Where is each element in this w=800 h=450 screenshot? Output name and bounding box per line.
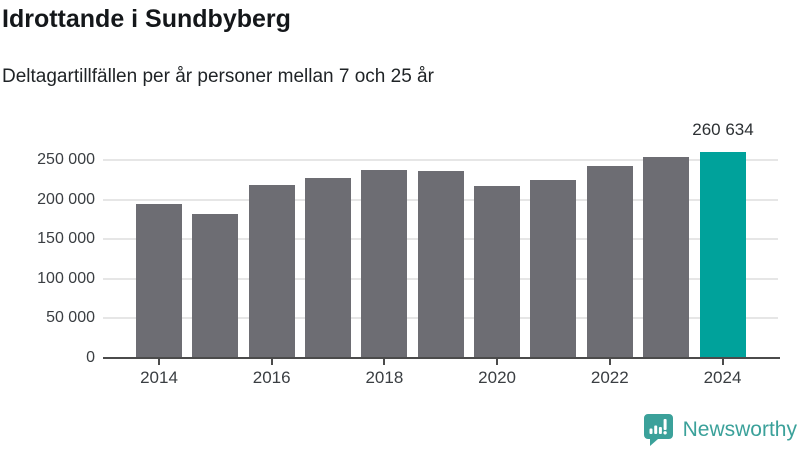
- bar-2023: [643, 156, 690, 358]
- x-tick: [383, 359, 386, 365]
- x-axis-line: [103, 357, 780, 359]
- bar-2019: [417, 171, 464, 358]
- x-tick: [496, 359, 499, 365]
- y-tick-label: 100 000: [37, 269, 95, 287]
- speech-bubble-bar-chart-icon: [643, 413, 674, 446]
- bar-2024: [699, 151, 746, 358]
- gridline: [103, 159, 778, 161]
- chart-title: Idrottande i Sundbyberg: [2, 5, 291, 33]
- x-tick: [270, 359, 273, 365]
- bar-2020: [474, 186, 521, 358]
- y-tick-label: 50 000: [46, 309, 95, 327]
- plot-area: [103, 150, 780, 358]
- chart-subtitle: Deltagartillfällen per år personer mella…: [2, 66, 434, 87]
- newsworthy-logo-text: Newsworthy: [682, 417, 797, 441]
- bar-2014: [136, 204, 182, 358]
- y-tick-label: 200 000: [37, 190, 95, 208]
- bar-2015: [192, 213, 239, 358]
- x-tick-label: 2016: [252, 368, 291, 387]
- bar-2016: [248, 184, 295, 358]
- bar-value-label: 260 634: [692, 120, 754, 139]
- newsworthy-logo[interactable]: Newsworthy: [643, 413, 797, 446]
- bar-2022: [586, 166, 633, 358]
- x-tick: [721, 359, 724, 365]
- x-tick-label: 2020: [478, 368, 516, 387]
- bar-2018: [361, 170, 408, 358]
- x-tick: [608, 359, 611, 365]
- bar-2017: [305, 178, 352, 358]
- x-tick-label: 2024: [703, 368, 742, 387]
- y-tick-label: 0: [86, 349, 95, 366]
- bar-2021: [530, 179, 577, 358]
- x-tick-label: 2022: [590, 368, 629, 387]
- x-tick: [158, 359, 160, 365]
- y-tick-label: 250 000: [37, 151, 95, 168]
- x-tick-label: 2018: [365, 368, 404, 387]
- x-tick-label: 2014: [140, 368, 178, 387]
- y-tick-label: 150 000: [37, 230, 95, 248]
